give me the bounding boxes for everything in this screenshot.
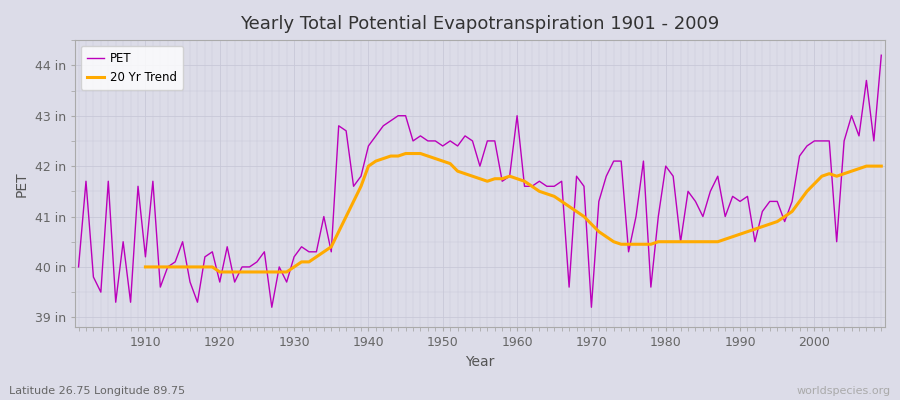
X-axis label: Year: Year: [465, 355, 495, 369]
20 Yr Trend: [832, 174, 842, 179]
20 Yr Trend: [214, 270, 225, 274]
20 Yr Trend: [289, 264, 300, 269]
PET: [266, 305, 277, 310]
20 Yr Trend: [853, 166, 864, 171]
20 Yr Trend: [140, 264, 151, 269]
20 Yr Trend: [319, 250, 329, 254]
20 Yr Trend: [534, 189, 544, 194]
PET: [512, 113, 523, 118]
Line: PET: PET: [78, 55, 881, 307]
PET: [608, 159, 619, 164]
20 Yr Trend: [593, 229, 604, 234]
Text: Latitude 26.75 Longitude 89.75: Latitude 26.75 Longitude 89.75: [9, 386, 185, 396]
Title: Yearly Total Potential Evapotranspiration 1901 - 2009: Yearly Total Potential Evapotranspiratio…: [240, 15, 719, 33]
Text: worldspecies.org: worldspecies.org: [796, 386, 891, 396]
PET: [876, 53, 886, 58]
Y-axis label: PET: PET: [15, 171, 29, 196]
PET: [132, 184, 143, 189]
PET: [73, 264, 84, 269]
20 Yr Trend: [876, 164, 886, 168]
PET: [519, 184, 530, 189]
PET: [348, 184, 359, 189]
Line: 20 Yr Trend: 20 Yr Trend: [146, 154, 881, 272]
Legend: PET, 20 Yr Trend: PET, 20 Yr Trend: [81, 46, 184, 90]
20 Yr Trend: [400, 151, 411, 156]
PET: [303, 250, 314, 254]
